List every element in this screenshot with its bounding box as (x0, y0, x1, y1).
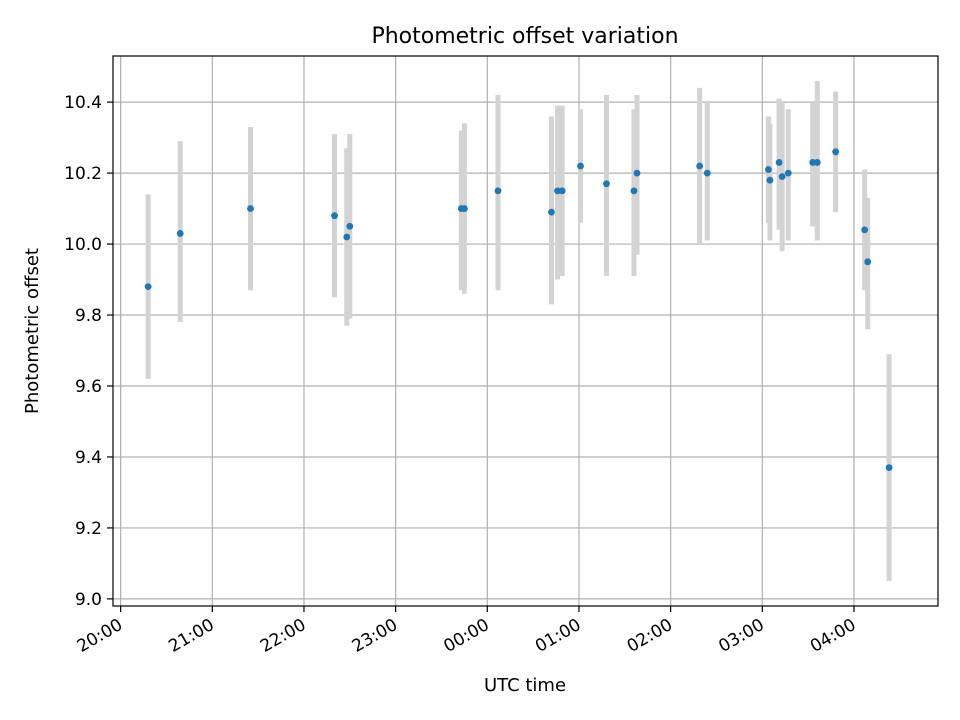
data-point (766, 176, 774, 184)
data-point (548, 208, 555, 216)
data-point (703, 169, 711, 177)
y-tick-label: 9.8 (75, 306, 102, 326)
data-point (558, 187, 566, 195)
data-point (577, 162, 584, 170)
y-tick-label: 10.4 (64, 93, 102, 113)
x-tick-label: 02:00 (624, 615, 676, 657)
chart-title: Photometric offset variation (371, 24, 678, 49)
data-point (784, 169, 792, 177)
x-tick-label: 01:00 (532, 615, 584, 657)
data-point (630, 187, 638, 195)
x-tick-label: 04:00 (807, 615, 859, 657)
data-point (864, 258, 872, 266)
plot-area-frame (112, 55, 939, 607)
y-tick-label: 9.2 (75, 519, 102, 539)
data-point (861, 226, 869, 234)
x-axis-ticks: 20:00 21:00 22:00 23:00 00:00 01:00 02:00 03:00… (74, 606, 859, 657)
data-point (885, 464, 893, 472)
x-tick-label: 00:00 (440, 615, 492, 657)
data-point (346, 222, 354, 230)
x-tick-label: 23:00 (349, 615, 401, 657)
data-point (832, 148, 840, 156)
data-point (343, 233, 351, 241)
x-tick-label: 03:00 (715, 615, 767, 657)
y-axis-ticks: 9.0 9.2 9.4 9.6 9.8 10.0 10.2 10.4 (64, 93, 113, 610)
y-tick-label: 9.0 (75, 590, 102, 610)
data-point (460, 205, 468, 212)
x-tick-label: 20:00 (74, 615, 126, 657)
y-tick-label: 9.6 (75, 377, 102, 397)
data-points (144, 148, 893, 472)
data-point (331, 212, 338, 220)
y-tick-label: 10.0 (64, 235, 102, 255)
data-point (144, 283, 152, 291)
x-tick-label: 22:00 (257, 615, 309, 657)
x-tick-label: 21:00 (165, 615, 217, 657)
data-point (696, 162, 704, 170)
y-tick-label: 9.4 (75, 448, 102, 468)
y-tick-label: 10.2 (64, 164, 102, 184)
data-point (603, 180, 610, 188)
data-point (176, 230, 184, 237)
error-bars (145, 80, 892, 582)
data-point (633, 169, 641, 177)
x-axis-label: UTC time (484, 675, 566, 696)
data-point (765, 166, 772, 173)
data-point (494, 187, 502, 195)
data-point (775, 159, 783, 166)
data-point (813, 159, 821, 166)
data-point (247, 205, 254, 212)
data-point (778, 173, 786, 181)
y-axis-label: Photometric offset (22, 248, 43, 414)
